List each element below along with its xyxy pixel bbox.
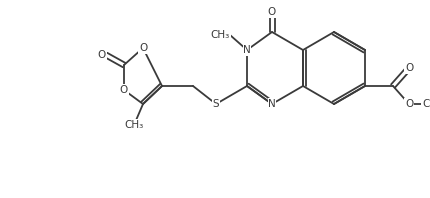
Text: O: O (139, 43, 147, 53)
Text: O: O (405, 63, 413, 73)
Text: CH₃: CH₃ (422, 99, 430, 109)
Text: O: O (98, 50, 106, 60)
Text: S: S (213, 99, 219, 109)
Text: O: O (120, 85, 128, 95)
Text: CH₃: CH₃ (124, 120, 144, 130)
Text: N: N (268, 99, 276, 109)
Text: O: O (405, 99, 413, 109)
Text: CH₃: CH₃ (211, 30, 230, 40)
Text: O: O (268, 7, 276, 17)
Text: N: N (243, 45, 251, 55)
